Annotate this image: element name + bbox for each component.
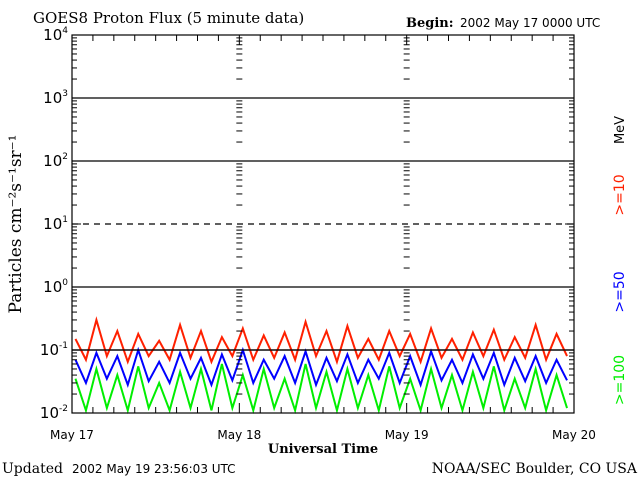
y-tick-exponent: 2 <box>62 152 68 162</box>
x-tick-label: May 20 <box>552 428 596 442</box>
series-line-ge10 <box>74 316 568 366</box>
y-tick-base: 10 <box>43 89 62 107</box>
y-tick-base: 10 <box>43 215 62 233</box>
y-tick-base: 10 <box>43 152 62 170</box>
chart-title: GOES8 Proton Flux (5 minute data) <box>33 9 304 27</box>
credit-text: NOAA/SEC Boulder, CO USA <box>432 461 638 477</box>
y-axis-label: Particles cm⁻²s⁻¹sr⁻¹ <box>6 135 26 314</box>
begin-label: Begin: <box>406 16 454 31</box>
legend-unit: MeV <box>613 116 628 144</box>
x-tick-label: May 17 <box>50 428 94 442</box>
begin-value: 2002 May 17 0000 UTC <box>460 16 600 30</box>
plot-frame <box>71 34 575 414</box>
y-tick-base: 10 <box>40 404 59 422</box>
y-tick-base: 10 <box>43 26 62 44</box>
series-line-ge50 <box>74 346 568 389</box>
legend-entry-ge50: >=50 <box>612 271 628 312</box>
y-tick-exponent: 1 <box>62 215 68 225</box>
y-tick-label: 103 <box>43 89 68 107</box>
updated-label: Updated <box>2 461 63 477</box>
y-tick-exponent: -1 <box>59 341 68 351</box>
y-tick-base: 10 <box>40 341 59 359</box>
y-tick-exponent: 4 <box>62 26 68 36</box>
y-tick-label: 102 <box>43 152 68 170</box>
y-tick-exponent: 3 <box>62 89 68 99</box>
y-tick-base: 10 <box>43 278 62 296</box>
y-tick-label: 104 <box>43 26 68 44</box>
x-tick-label: May 19 <box>385 428 429 442</box>
updated-value: 2002 May 19 23:56:03 UTC <box>72 462 236 476</box>
series-line-ge100 <box>74 363 568 415</box>
y-tick-label: 10-2 <box>40 404 68 422</box>
y-tick-label: 10-1 <box>40 341 68 359</box>
legend-entry-ge100: >=100 <box>612 355 628 405</box>
y-tick-label: 101 <box>43 215 68 233</box>
x-tick-label: May 18 <box>217 428 261 442</box>
y-tick-label: 100 <box>43 278 68 296</box>
legend-entry-ge10: >=10 <box>612 174 628 215</box>
x-axis-label: Universal Time <box>268 442 378 457</box>
y-tick-exponent: -2 <box>59 404 68 414</box>
y-tick-exponent: 0 <box>62 278 68 288</box>
